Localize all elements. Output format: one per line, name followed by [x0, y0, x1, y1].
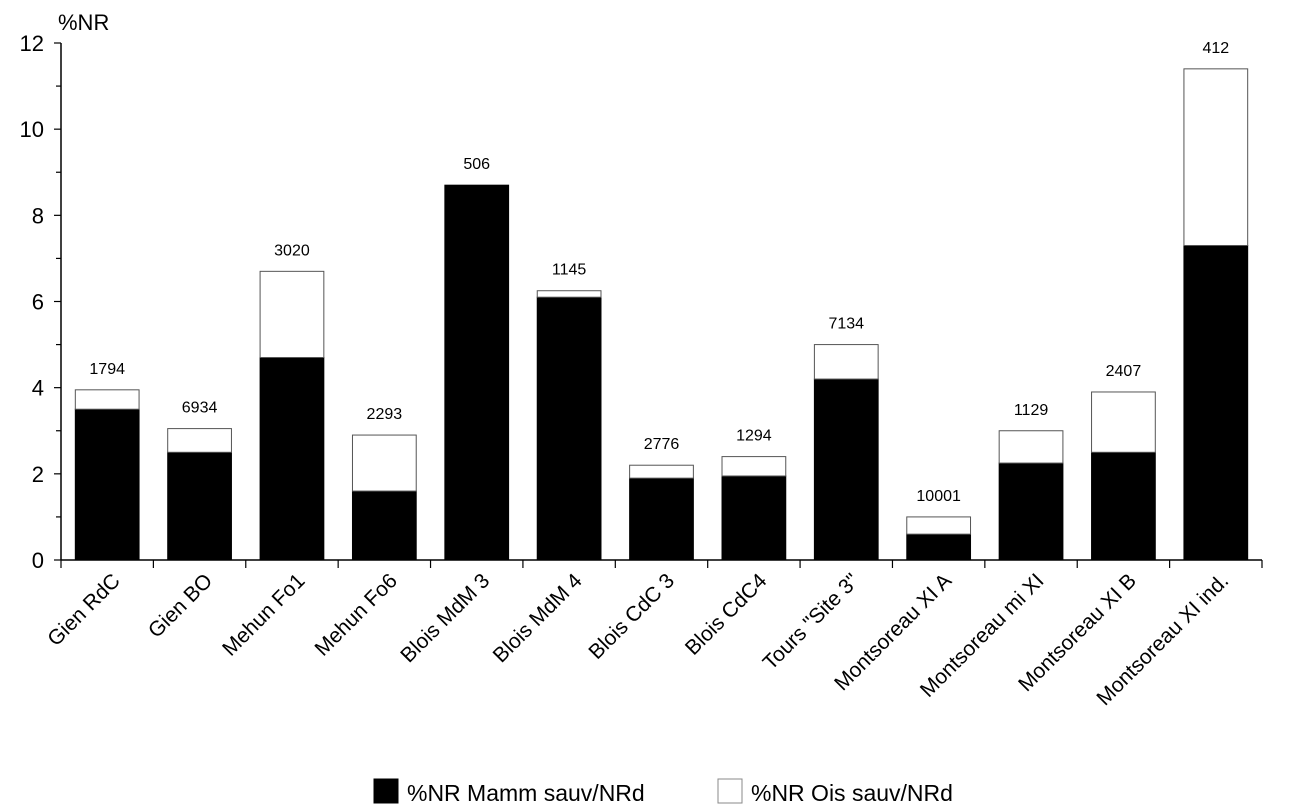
bar-mamm-1 [167, 451, 232, 561]
data-label-7: 1294 [736, 428, 772, 445]
bar-ois-5 [536, 290, 602, 298]
bar-ois-12 [1183, 68, 1249, 246]
data-label-0: 1794 [89, 361, 125, 378]
bar-mamm-6 [629, 477, 694, 561]
bar-ois-0 [74, 389, 140, 410]
y-axis-title: %NR [58, 10, 109, 35]
data-label-9: 10001 [916, 488, 961, 505]
bar-ois-10 [998, 430, 1064, 464]
bar-mamm-7 [721, 475, 787, 561]
bar-ois-3 [351, 434, 417, 492]
data-label-1: 6934 [182, 400, 218, 417]
data-label-5: 1145 [552, 262, 587, 279]
bar-mamm-3 [351, 490, 417, 561]
y-tick-label: 4 [32, 376, 44, 401]
x-tick-label: Blois CdC4 [681, 569, 772, 660]
data-labels-group: 1794 6934 3020 2293 506 1145 2776 1294 7134 10001… [89, 40, 1229, 505]
x-tick-label: Blois CdC 3 [584, 569, 679, 664]
bar-ois-8 [813, 344, 879, 380]
x-tick-label: Tours "Site 3" [759, 569, 864, 674]
data-label-3: 2293 [367, 406, 403, 423]
bar-mamm-5 [536, 296, 602, 561]
bar-mamm-8 [813, 378, 879, 561]
bar-ois-7 [721, 456, 787, 477]
bar-mamm-12 [1183, 244, 1249, 561]
y-tick-label: 8 [32, 203, 44, 228]
y-tick-label: 10 [20, 117, 44, 142]
bar-mamm-2 [259, 357, 325, 561]
bar-mamm-9 [906, 533, 972, 561]
legend-swatch-0 [373, 778, 399, 804]
bar-ois-9 [906, 516, 972, 535]
bar-mamm-4 [444, 184, 510, 561]
bar-mamm-11 [1091, 451, 1156, 561]
x-tick-label: Gien RdC [43, 569, 124, 650]
legend-swatch-1 [717, 778, 743, 804]
bars-group [74, 68, 1249, 561]
bar-mamm-10 [998, 462, 1064, 561]
data-label-4: 506 [463, 156, 490, 173]
legend: %NR Mamm sauv/NRd %NR Ois sauv/NRd [373, 778, 953, 806]
x-tick-label: Blois MdM 4 [489, 569, 587, 667]
x-tick-label: Mehun Fo6 [310, 569, 401, 660]
data-label-2: 3020 [274, 242, 310, 259]
y-tick-label: 2 [32, 462, 44, 487]
bar-ois-1 [167, 428, 232, 453]
x-tick-label: Blois MdM 3 [396, 569, 494, 667]
y-tick-label: 6 [32, 290, 44, 315]
legend-label-0: %NR Mamm sauv/NRd [407, 780, 645, 806]
y-tick-label: 12 [20, 31, 44, 56]
data-label-6: 2776 [644, 436, 680, 453]
bar-ois-2 [259, 270, 325, 359]
y-tick-label: 0 [32, 548, 44, 573]
x-tick-label: Mehun Fo1 [218, 569, 309, 660]
data-label-8: 7134 [828, 316, 864, 333]
y-ticks-group: 0 2 4 6 8 10 12 [20, 31, 61, 573]
data-label-10: 1129 [1014, 402, 1049, 419]
bar-mamm-0 [74, 408, 140, 561]
bar-ois-6 [629, 464, 694, 479]
bar-ois-11 [1091, 391, 1156, 453]
data-label-11: 2407 [1106, 363, 1142, 380]
data-label-12: 412 [1202, 40, 1229, 57]
legend-label-1: %NR Ois sauv/NRd [751, 780, 953, 806]
x-tick-label: Gien BO [144, 569, 217, 642]
